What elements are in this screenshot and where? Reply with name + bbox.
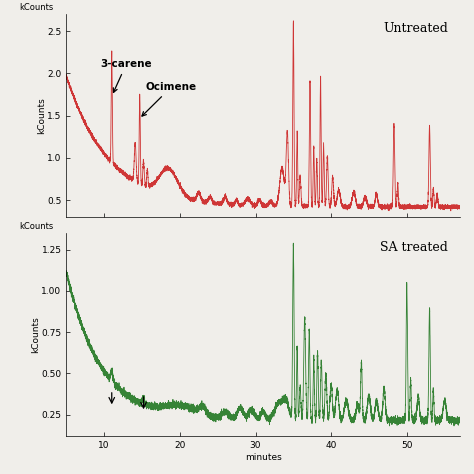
Y-axis label: kCounts: kCounts (31, 316, 40, 353)
Text: Ocimene: Ocimene (142, 82, 197, 116)
X-axis label: minutes: minutes (245, 453, 282, 462)
Text: Untreated: Untreated (383, 22, 448, 36)
Y-axis label: kCounts: kCounts (36, 97, 46, 134)
Text: kCounts: kCounts (19, 222, 54, 231)
Text: 3-carene: 3-carene (100, 59, 152, 92)
Text: SA treated: SA treated (380, 241, 448, 255)
Text: kCounts: kCounts (19, 3, 54, 12)
